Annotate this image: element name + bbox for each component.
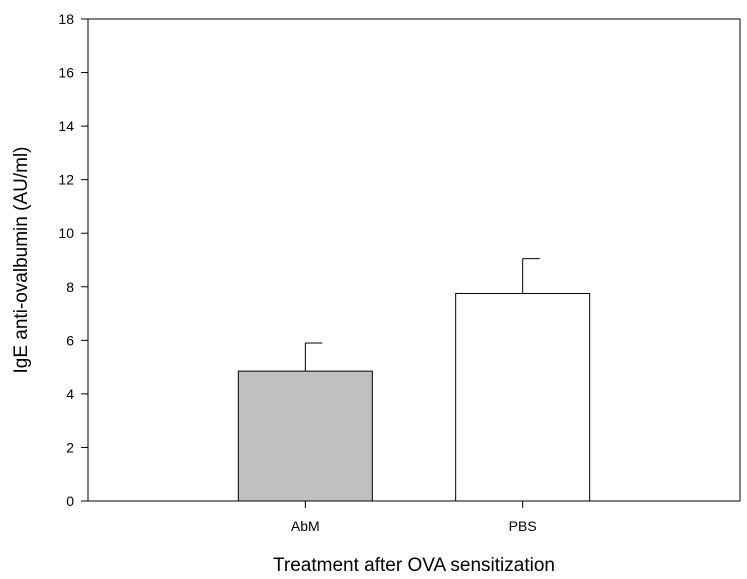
- y-tick-label: 18: [58, 11, 74, 27]
- plot-frame: [87, 18, 741, 502]
- bars: [237, 258, 591, 502]
- y-tick-label: 0: [66, 493, 74, 509]
- x-axis-label: Treatment after OVA sensitization: [273, 555, 555, 576]
- y-tick-label: 8: [66, 279, 74, 295]
- x-tick-label: AbM: [291, 518, 320, 534]
- y-axis: 0 2 4 6 8 10 12 14 16 18: [58, 11, 88, 509]
- y-axis-label: IgE anti-ovalbumin (AU/ml): [11, 146, 32, 373]
- y-tick-label: 10: [58, 225, 74, 241]
- plot-area: [87, 18, 741, 502]
- y-tick-label: 6: [66, 332, 74, 348]
- bar-abm: [237, 370, 373, 502]
- y-tick-label: 2: [66, 439, 74, 455]
- y-tick-label: 4: [66, 386, 74, 402]
- y-tick-label: 14: [58, 118, 74, 134]
- x-axis: AbM PBS: [291, 501, 537, 534]
- bar-pbs: [455, 292, 591, 502]
- y-tick-label: 12: [58, 172, 74, 188]
- x-tick-label: PBS: [509, 518, 537, 534]
- y-tick-label: 16: [58, 65, 74, 81]
